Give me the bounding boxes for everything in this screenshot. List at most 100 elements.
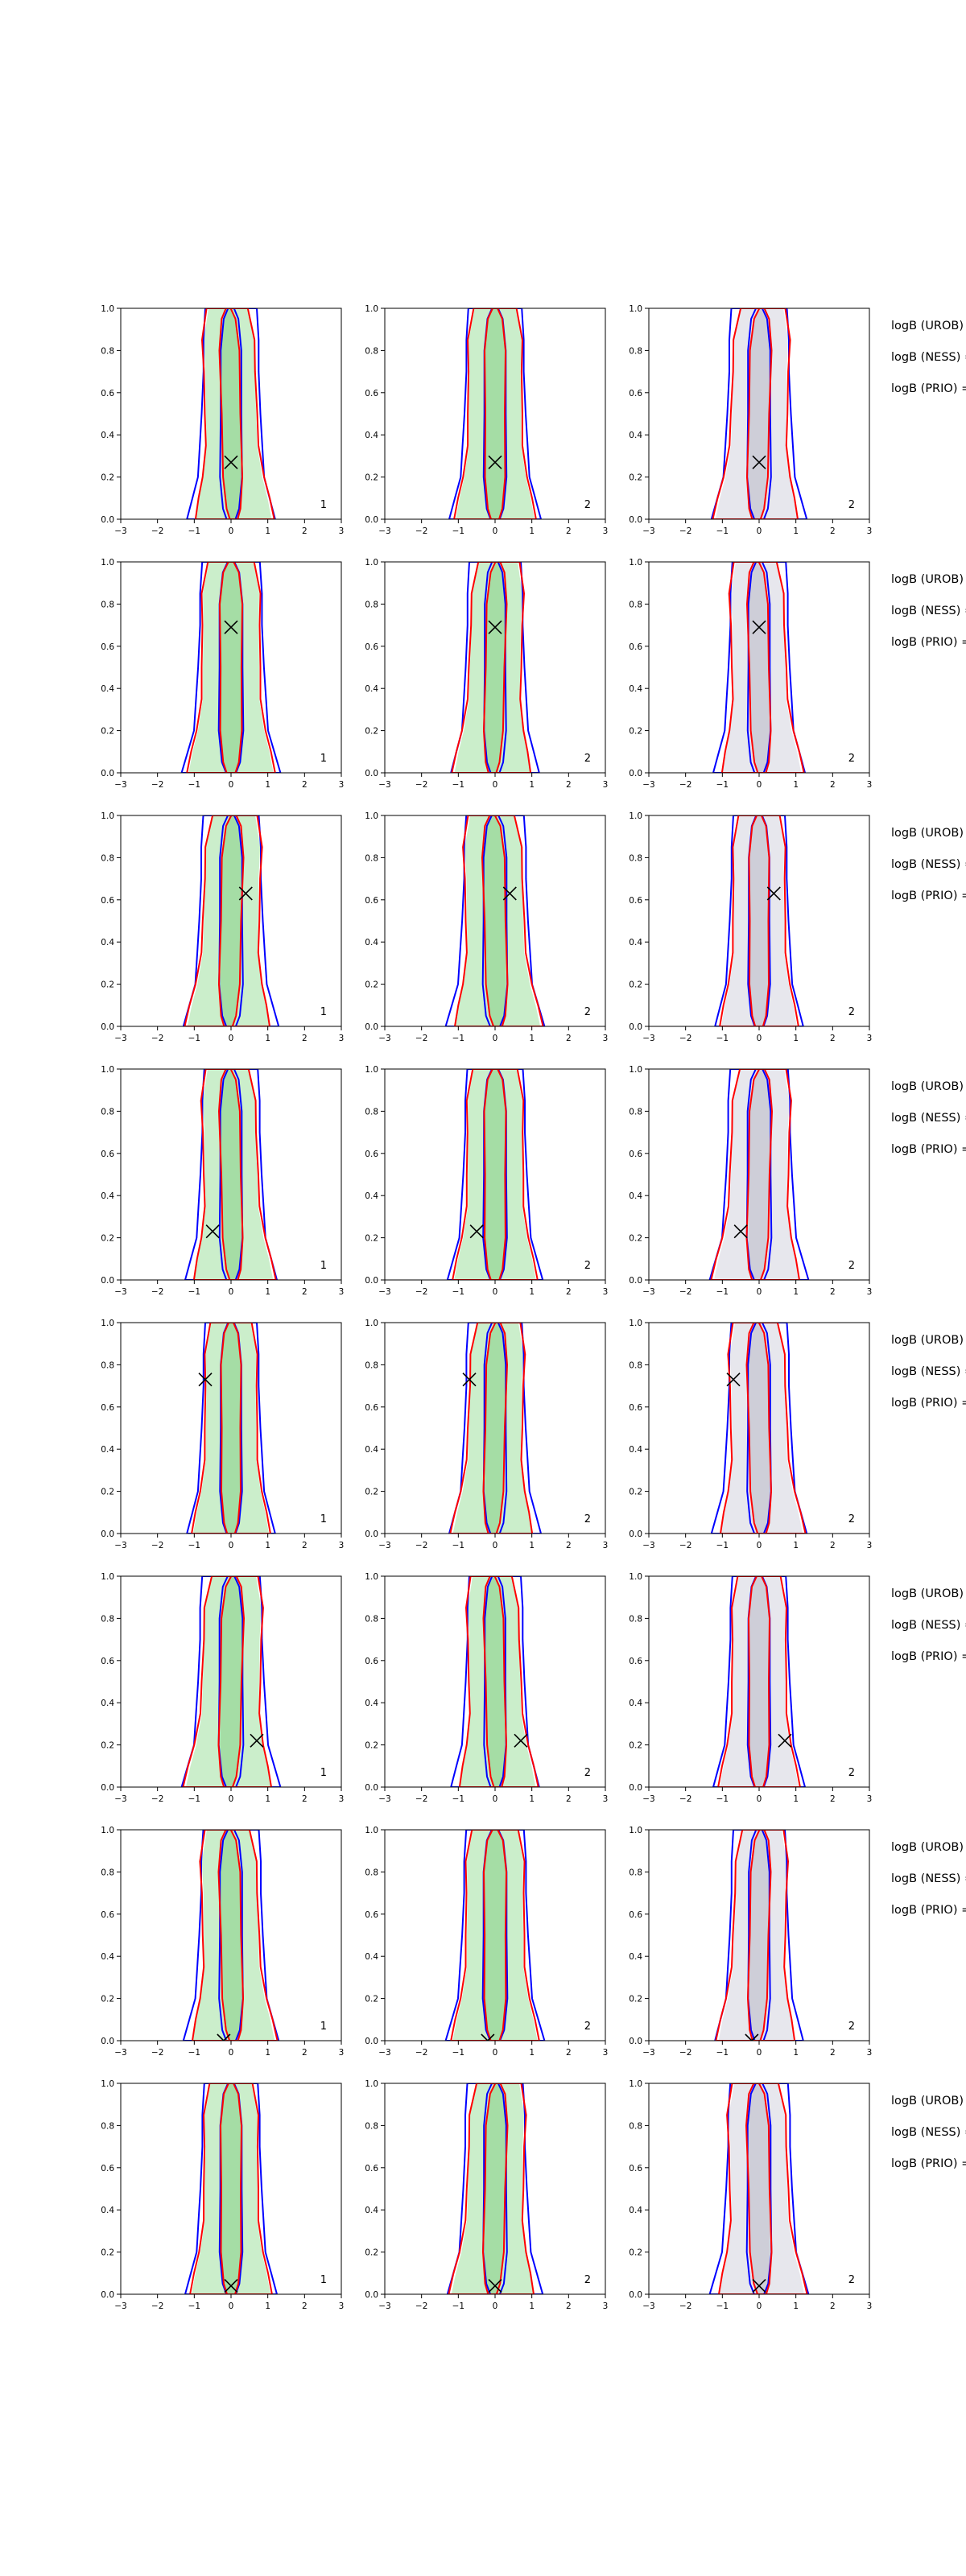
x-tick-label: −2 [151,1034,163,1043]
y-tick-label: 0.8 [365,853,378,863]
y-tick-label: 0.6 [365,1150,378,1159]
x-axis: −3 −2 −1 0 1 2 3 [114,1026,344,1043]
panel-corner-label: 1 [320,2021,327,2033]
logb-label: logB (PRIO) = [891,2157,966,2170]
y-axis: 0.0 0.2 0.4 0.6 0.8 1.0 [365,1826,385,2046]
y-tick-label: 0.6 [101,2164,114,2174]
x-tick-label: −1 [452,1287,464,1297]
y-tick-label: 0.8 [629,1614,642,1624]
panel-corner-label: 1 [320,1260,327,1272]
x-tick-label: 2 [302,526,308,536]
panel-r8-c3: −3 −2 −1 0 1 2 3 0.0 0.2 0.4 0.6 0.8 1.0 2 [629,2079,872,2311]
y-tick-label: 0.4 [365,431,378,440]
y-tick-label: 0.8 [101,2121,114,2131]
panel-corner-label: 2 [584,499,591,511]
inner-density-fill [485,562,506,773]
y-tick-label: 0.6 [101,1403,114,1413]
x-axis: −3 −2 −1 0 1 2 3 [642,2294,872,2311]
x-tick-label: 0 [229,1287,234,1297]
red-inner-contour [219,2083,243,2294]
x-tick-label: 0 [757,526,762,536]
x-tick-label: −3 [114,2048,126,2058]
y-tick-label: 0.6 [629,1910,642,1920]
true-value-marker [502,886,517,901]
x-tick-label: 2 [566,526,572,536]
panel-corner-label: 2 [584,1767,591,1779]
y-tick-label: 0.2 [101,980,114,990]
x-tick-label: −1 [452,1794,464,1804]
panel-r8-c1: −3 −2 −1 0 1 2 3 0.0 0.2 0.4 0.6 0.8 1.0 1 [101,2079,344,2311]
panel-r4-c2: −3 −2 −1 0 1 2 3 0.0 0.2 0.4 0.6 0.8 1.0 2 [365,1065,608,1297]
x-axis: −3 −2 −1 0 1 2 3 [642,1534,872,1550]
y-tick-label: 0.6 [629,1403,642,1413]
red-outer-contour [194,308,275,519]
panel-corner-label: 1 [320,2274,327,2286]
x-tick-label: −3 [378,1287,390,1297]
y-tick-label: 1.0 [365,2079,378,2089]
red-outer-contour [453,308,537,519]
true-value-marker [726,1373,741,1387]
x-tick-label: −3 [642,1794,654,1804]
x-tick-label: 3 [603,1541,609,1550]
x-tick-label: −2 [415,2301,427,2311]
x-tick-label: −2 [415,1541,427,1550]
y-tick-label: 1.0 [629,1572,642,1582]
x-tick-label: 3 [339,1541,345,1550]
y-axis: 0.0 0.2 0.4 0.6 0.8 1.0 [629,1065,649,1286]
x-tick-label: 3 [603,2048,609,2058]
x-tick-label: −2 [415,1794,427,1804]
red-outer-contour [451,562,532,773]
x-tick-label: 0 [493,780,498,790]
y-tick-label: 1.0 [629,1826,642,1835]
true-value-marker [745,2033,759,2041]
x-tick-label: 1 [529,1541,535,1550]
x-tick-label: 1 [265,1794,270,1804]
blue-outer-contour [450,1576,540,1787]
y-tick-label: 1.0 [629,1319,642,1328]
x-tick-label: 0 [493,1541,498,1550]
panel-r1-c2: −3 −2 −1 0 1 2 3 0.0 0.2 0.4 0.6 0.8 1.0 2 [365,304,608,536]
red-inner-contour [482,1830,508,2041]
x-tick-label: −3 [642,526,654,536]
blue-inner-contour [482,1323,508,1534]
y-tick-label: 0.4 [629,1699,642,1708]
red-outer-contour [452,1069,539,1280]
panel-plot-area [444,1830,546,2041]
x-tick-label: 1 [265,526,270,536]
x-tick-label: 2 [830,2048,836,2058]
y-tick-label: 0.6 [629,1150,642,1159]
logb-label: logB (PRIO) = [891,382,966,395]
y-tick-label: 1.0 [365,1826,378,1835]
x-tick-label: −1 [452,1541,464,1550]
blue-inner-contour [482,308,508,519]
red-inner-contour [483,308,507,519]
red-outer-contour [712,308,799,519]
y-tick-label: 0.0 [101,2037,114,2046]
y-tick-label: 0.8 [629,853,642,863]
y-tick-label: 0.6 [365,1657,378,1666]
panel-r1-c3: −3 −2 −1 0 1 2 3 0.0 0.2 0.4 0.6 0.8 1.0 2 [629,304,872,536]
y-tick-label: 1.0 [365,1319,378,1328]
y-tick-label: 0.6 [101,1910,114,1920]
y-tick-label: 0.6 [365,1910,378,1920]
x-tick-label: 1 [265,2301,270,2311]
blue-outer-contour [708,2083,810,2294]
x-tick-label: 3 [603,1034,609,1043]
x-tick-label: −3 [642,1541,654,1550]
red-inner-contour [218,562,244,773]
y-axis: 0.0 0.2 0.4 0.6 0.8 1.0 [629,1826,649,2046]
x-tick-label: 1 [793,1287,799,1297]
red-inner-contour [217,1576,246,1787]
x-tick-label: 3 [603,1794,609,1804]
panel-corner-label: 2 [584,2274,591,2286]
y-tick-label: 0.0 [629,769,642,778]
panel-plot-area [448,1323,543,1534]
x-tick-label: 2 [302,2301,308,2311]
panel-plot-area [714,815,804,1026]
x-tick-label: −2 [415,780,427,790]
panel-plot-area [708,1069,810,1280]
blue-outer-contour [712,562,807,773]
x-axis: −3 −2 −1 0 1 2 3 [378,1280,608,1297]
x-tick-label: 1 [529,2048,535,2058]
logb-label: logB (PRIO) = [891,1650,966,1663]
